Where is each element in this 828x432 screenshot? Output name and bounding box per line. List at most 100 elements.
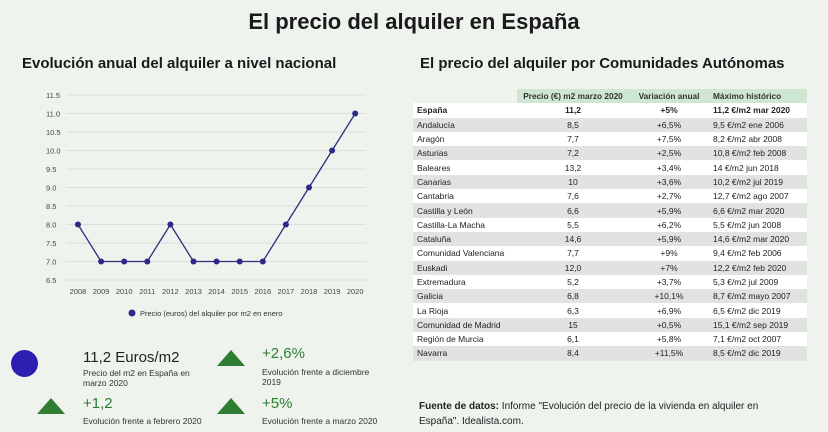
x-tick-label: 2008 (70, 287, 87, 296)
table-header-cell: Precio (€) m2 marzo 2020 (517, 89, 629, 104)
max-cell: 6,6 €/m2 mar 2020 (709, 203, 807, 218)
price-cell: 14,6 (517, 231, 629, 247)
data-point (236, 258, 243, 265)
kpi-feb-desc: Evolución frente a febrero 2020 (83, 416, 202, 426)
kpi-mar-value: +5% (262, 395, 293, 412)
price-cell: 6,6 (517, 203, 629, 218)
variation-cell: +5,8% (629, 332, 709, 347)
circle-icon (11, 350, 38, 377)
table-subtitle: El precio del alquiler por Comunidades A… (420, 55, 785, 72)
variation-cell: +7,5% (629, 131, 709, 147)
table-row: Euskadi 12,0 +7% 12,2 €/m2 feb 2020 (413, 260, 807, 275)
x-tick-label: 2019 (324, 287, 341, 296)
max-cell: 5,5 €/m2 jun 2008 (709, 217, 807, 232)
chart-gridlines (66, 94, 366, 281)
table-row: Cataluña 14,6 +5,9% 14,6 €/m2 mar 2020 (413, 231, 807, 247)
price-cell: 6,3 (517, 303, 629, 318)
region-cell: Euskadi (413, 260, 517, 275)
x-tick-label: 2014 (208, 287, 225, 296)
region-cell: Castilla y León (413, 203, 517, 218)
region-cell: Región de Murcia (413, 332, 517, 347)
variation-cell: +7% (629, 260, 709, 275)
max-cell: 14,6 €/m2 mar 2020 (709, 231, 807, 247)
variation-cell: +11,5% (629, 346, 709, 361)
page-title: El precio del alquiler en España (248, 9, 580, 34)
y-tick-label: 9.5 (46, 165, 56, 174)
max-cell: 7,1 €/m2 oct 2007 (709, 332, 807, 347)
price-cell: 6,8 (517, 289, 629, 304)
y-tick-label: 7.5 (46, 239, 56, 248)
data-point (75, 221, 81, 228)
table-header-cell: Máximo histórico (709, 89, 807, 104)
legend-marker (128, 309, 136, 317)
max-cell: 11,2 €/m2 mar 2020 (709, 103, 807, 118)
price-cell: 10 (517, 174, 629, 190)
region-cell: Canarias (413, 174, 517, 190)
data-point (144, 258, 151, 265)
price-cell: 7,7 (517, 246, 629, 261)
table-row: La Rioja 6,3 +6,9% 6,5 €/m2 dic 2019 (413, 303, 807, 318)
data-point (282, 221, 289, 228)
table-row: Andalucía 8,5 +6,5% 9,5 €/m2 ene 2006 (413, 117, 807, 132)
data-table: Precio (€) m2 marzo 2020 Variación anual… (413, 89, 807, 361)
x-tick-label: 2015 (231, 287, 248, 296)
table-header-cell (413, 89, 517, 103)
y-tick-label: 11.5 (46, 91, 60, 100)
kpi-dec-desc: Evolución frente a diciembre 2019 (262, 367, 370, 387)
triangle-up-icon (37, 398, 65, 414)
data-point (167, 221, 174, 228)
y-tick-label: 7.0 (46, 258, 56, 267)
data-point (259, 258, 266, 265)
variation-cell: +2,7% (629, 189, 709, 204)
table-row: Castilla y León 6,6 +5,9% 6,6 €/m2 mar 2020 (413, 203, 807, 218)
region-cell: Navarra (413, 346, 517, 361)
kpi-price-desc: Precio del m2 en España en marzo 2020 (83, 368, 190, 388)
data-point (306, 184, 312, 191)
max-cell: 14 €/m2 jun 2018 (709, 160, 807, 175)
x-tick-label: 2016 (254, 287, 271, 296)
x-tick-label: 2018 (301, 287, 318, 296)
x-tick-label: 2013 (185, 287, 202, 296)
y-tick-label: 10.0 (46, 147, 61, 156)
price-cell: 13,2 (517, 160, 629, 175)
data-point (213, 258, 220, 265)
max-cell: 10,8 €/m2 feb 2008 (709, 146, 807, 161)
triangle-up-icon (217, 350, 245, 366)
variation-cell: +3,4% (629, 160, 709, 175)
x-tick-label: 2020 (347, 287, 364, 296)
table-row: Navarra 8,4 +11,5% 8,5 €/m2 dic 2019 (413, 346, 807, 361)
region-cell: Galicia (413, 289, 517, 304)
table-row: Región de Murcia 6,1 +5,8% 7,1 €/m2 oct 200… (413, 332, 807, 347)
variation-cell: +2,5% (629, 146, 709, 161)
x-axis-ticks: 2008 2009 2010 2011 2012 2013 2014 2015 2016 2017… (70, 287, 364, 296)
max-cell: 10,2 €/m2 jul 2019 (709, 174, 807, 190)
price-cell: 7,2 (517, 146, 629, 161)
table-row: Comunidad de Madrid 15 +0,5% 15,1 €/m2 sep … (413, 317, 807, 333)
max-cell: 8,2 €/m2 abr 2008 (709, 131, 807, 147)
table-row: Canarias 10 +3,6% 10,2 €/m2 jul 2019 (413, 174, 807, 190)
price-cell: 8,4 (517, 346, 629, 361)
table-row: España 11,2 +5% 11,2 €/m2 mar 2020 (413, 103, 807, 118)
max-cell: 9,4 €/m2 feb 2006 (709, 246, 807, 261)
price-cell: 11,2 (517, 103, 629, 118)
table-row: Cantabria 7,6 +2,7% 12,7 €/m2 ago 2007 (413, 189, 807, 204)
variation-cell: +6,2% (629, 217, 709, 232)
table-header-row: Precio (€) m2 marzo 2020 Variación anual… (413, 89, 807, 104)
price-cell: 12,0 (517, 260, 629, 275)
max-cell: 8,5 €/m2 dic 2019 (709, 346, 807, 361)
y-tick-label: 8.5 (46, 202, 56, 211)
max-cell: 8,7 €/m2 mayo 2007 (709, 289, 807, 304)
table-row: Baleares 13,2 +3,4% 14 €/m2 jun 2018 (413, 160, 807, 175)
variation-cell: +9% (629, 246, 709, 261)
table-row: Comunidad Valenciana 7,7 +9% 9,4 €/m2 feb 2… (413, 246, 807, 261)
y-tick-label: 10.5 (46, 128, 61, 137)
max-cell: 12,2 €/m2 feb 2020 (709, 260, 807, 275)
table-row: Extremadura 5,2 +3,7% 5,3 €/m2 jul 2009 (413, 274, 807, 290)
region-cell: Andalucía (413, 117, 517, 132)
region-cell: La Rioja (413, 303, 517, 318)
region-cell: Comunidad Valenciana (413, 246, 517, 261)
kpi-mar-desc: Evolución frente a marzo 2020 (262, 416, 378, 426)
variation-cell: +10,1% (629, 289, 709, 304)
price-cell: 5,5 (517, 217, 629, 232)
x-tick-label: 2011 (139, 287, 155, 296)
